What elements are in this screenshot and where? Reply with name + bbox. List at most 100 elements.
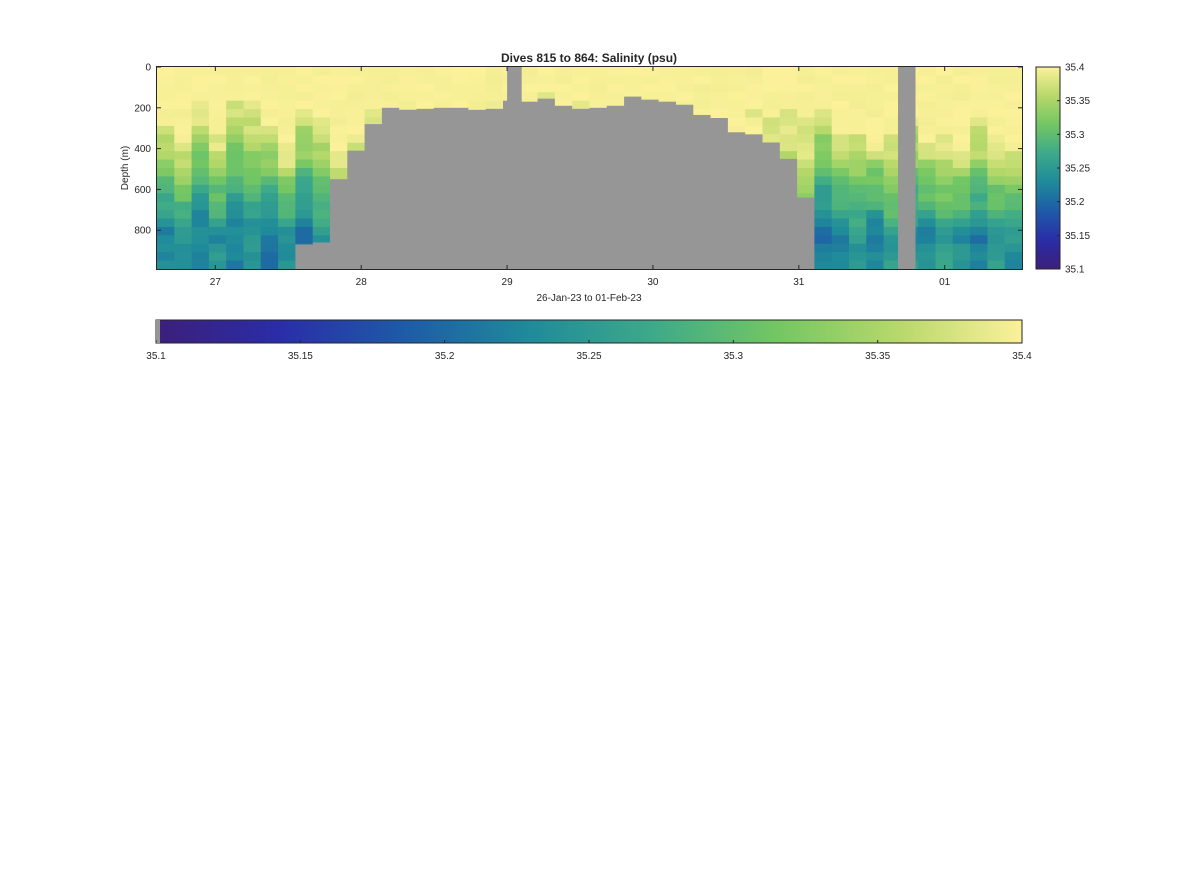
heatmap-cell [295,226,314,236]
heatmap-cell [814,218,833,228]
heatmap-cell [883,184,902,194]
heatmap-cell [174,201,193,211]
heatmap-cell [866,125,885,135]
heatmap-cell [260,92,279,102]
heatmap-cell [952,235,971,245]
heatmap-cell [676,67,694,77]
heatmap-cell [866,151,885,161]
heatmap-cell [935,243,954,253]
seafloor-mask [676,104,694,269]
heatmap-cell [433,75,452,85]
heatmap-cell [935,235,954,245]
heatmap-cell [831,260,850,270]
heatmap-cell [866,184,885,194]
heatmap-cell [364,75,383,85]
heatmap-cell [295,109,314,119]
heatmap-cell [243,151,262,161]
heatmap-cell [762,117,781,127]
heatmap-cell [1004,176,1023,186]
heatmap-cell [260,159,279,169]
heatmap-cell [849,151,867,161]
heatmap-cell [918,252,937,262]
heatmap-cell [831,210,850,220]
heatmap-cell [1004,235,1023,245]
heatmap-cell [157,210,175,220]
heatmap-cell [814,226,833,236]
heatmap-cell [416,67,435,77]
heatmap-cell [208,210,227,220]
heatmap-cell [866,159,885,169]
heatmap-cell [278,83,296,93]
heatmap-cell [295,142,314,152]
heatmap-cell [883,109,902,119]
heatmap-cell [468,75,487,85]
heatmap-cell [762,100,781,110]
heatmap-cell [762,92,781,102]
heatmap-cell [814,184,833,194]
heatmap-cell [935,92,954,102]
heatmap-cell [797,83,815,93]
heatmap-cell [226,83,245,93]
heatmap-cell [278,117,296,127]
heatmap-cell [814,75,833,85]
heatmap-cell [883,260,902,270]
heatmap-cell [883,151,902,161]
heatmap-cell [935,210,954,220]
heatmap-cell [243,176,262,186]
heatmap-cell [814,210,833,220]
heatmap-cell [710,92,729,102]
heatmap-cell [970,235,988,245]
heatmap-cell [226,92,245,102]
heatmap-cell [330,109,348,119]
heatmap-cell [849,252,867,262]
heatmap-cell [970,75,988,85]
vertical-colorbar-gradient [1035,66,1061,270]
heatmap-cell [797,125,815,135]
heatmap-cell [987,176,1006,186]
heatmap-cell [174,109,193,119]
heatmap-cell [606,92,625,102]
heatmap-cell [520,67,539,77]
heatmap-cell [918,151,937,161]
heatmap-cell [658,67,677,77]
heatmap-cell [1004,125,1023,135]
heatmap-cell [278,134,296,144]
heatmap-cell [970,142,988,152]
heatmap-cell [952,193,971,203]
heatmap-cell [883,201,902,211]
heatmap-cell [416,75,435,85]
heatmap-cell [970,193,988,203]
y-tick-label: 200 [134,103,151,114]
heatmap-cell [399,100,418,110]
heatmap-cell [849,134,867,144]
heatmap-cell [174,235,193,245]
heatmap-cell [952,260,971,270]
heatmap-cell [330,151,348,161]
heatmap-cell [658,100,677,103]
heatmap-cell [883,226,902,236]
heatmap-cell [330,67,348,77]
heatmap-cell [831,243,850,253]
heatmap-cell [987,83,1006,93]
heatmap-cell [866,210,885,220]
heatmap-cell [606,83,625,93]
heatmap-cell [174,226,193,236]
heatmap-cell [381,100,400,109]
seafloor-mask [572,108,591,269]
heatmap-cell [312,125,331,135]
colorbar-tick-label: 35.35 [865,351,890,362]
heatmap-cell [347,67,366,77]
heatmap-cell [157,75,175,85]
heatmap-cell [779,75,798,85]
heatmap-cell [554,67,573,77]
colorbar-tick-label: 35.4 [1065,63,1085,74]
heatmap-cell [918,142,937,152]
heatmap-cell [1004,100,1023,110]
heatmap-cell [330,168,348,178]
seafloor-mask [520,101,539,269]
heatmap-cell [606,75,625,85]
heatmap-cell [1004,226,1023,236]
heatmap-cell [987,210,1006,220]
heatmap-cell [260,125,279,135]
